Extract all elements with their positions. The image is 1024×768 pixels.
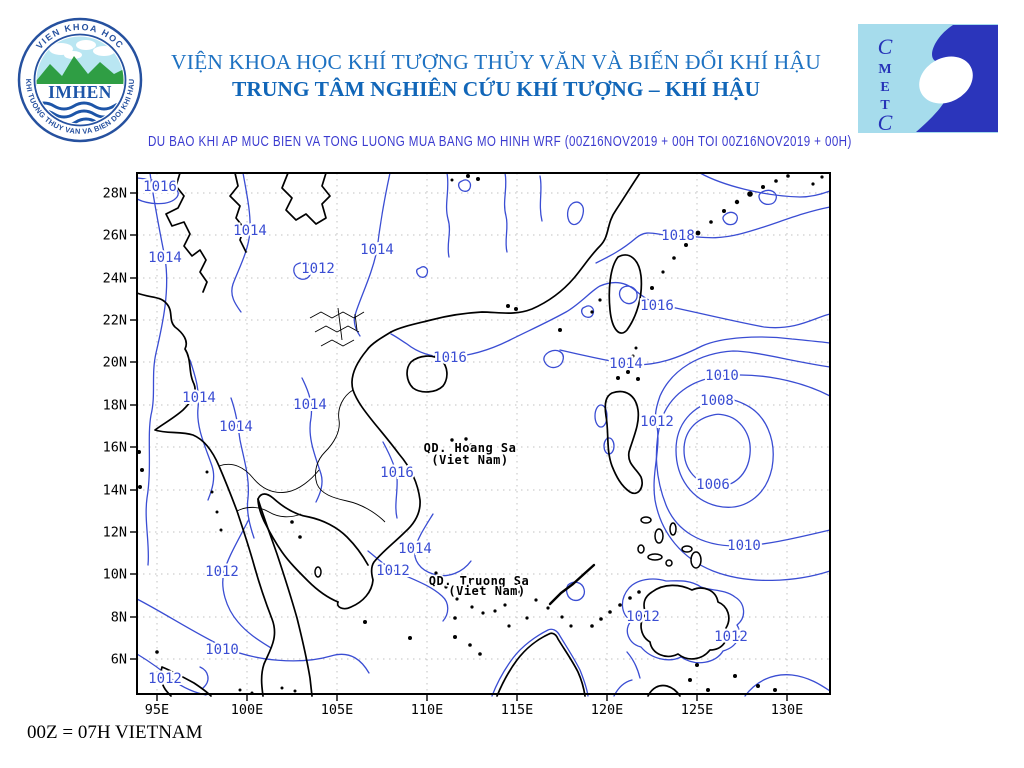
svg-text:T: T bbox=[880, 98, 890, 113]
cmetc-logo: C M E T C bbox=[858, 24, 998, 133]
isobar-label: 1016 bbox=[640, 298, 674, 314]
isobar-label: 1012 bbox=[301, 261, 335, 277]
isobar-label: 1014 bbox=[398, 541, 432, 557]
lon-tick-label: 115E bbox=[501, 702, 534, 718]
isobar-label: 1010 bbox=[727, 538, 761, 554]
isobar-label: 1016 bbox=[143, 179, 177, 195]
isobar-label: 1014 bbox=[182, 390, 216, 406]
island-group-label: (Viet Nam) bbox=[431, 453, 508, 467]
lat-tick-label: 28N bbox=[103, 186, 127, 202]
lat-tick-label: 18N bbox=[103, 398, 127, 414]
svg-text:M: M bbox=[878, 62, 891, 77]
lon-tick-label: 130E bbox=[771, 702, 804, 718]
isobar-label: 1006 bbox=[696, 477, 730, 493]
isobar-label: 1012 bbox=[626, 609, 660, 625]
isobar-label: 1014 bbox=[360, 242, 394, 258]
isobar-label: 1010 bbox=[205, 642, 239, 658]
isobar-label: 1016 bbox=[433, 350, 467, 366]
axis-tick-labels: 95E 100E 105E 110E 115E 120E 125E 130E 28N 26N 24N… bbox=[103, 186, 804, 719]
map-frame bbox=[136, 172, 831, 695]
imhen-logo-wordmark: IMHEN bbox=[48, 82, 112, 102]
lon-tick-label: 125E bbox=[681, 702, 714, 718]
lat-tick-label: 22N bbox=[103, 313, 127, 329]
isobar-label: 1012 bbox=[640, 414, 674, 430]
isobar-label: 1014 bbox=[609, 356, 643, 372]
isobar-label: 1014 bbox=[233, 223, 267, 239]
isobar-label: 1012 bbox=[714, 629, 748, 645]
island-group-label: QD. Hoang Sa bbox=[424, 441, 517, 455]
isobar-label: 1012 bbox=[205, 564, 239, 580]
institute-title: VIỆN KHOA HỌC KHÍ TƯỢNG THỦY VĂN VÀ BIẾN… bbox=[171, 50, 821, 74]
island-group-labels: QD. Hoang Sa(Viet Nam)QD. Truong Sa(Viet… bbox=[422, 440, 530, 600]
lat-tick-label: 26N bbox=[103, 228, 127, 244]
lat-tick-label: 8N bbox=[111, 610, 127, 626]
coastlines bbox=[136, 172, 730, 697]
island-group-label: (Viet Nam) bbox=[448, 584, 525, 598]
isobar-label: 1014 bbox=[148, 250, 182, 266]
isobar-label: 1018 bbox=[661, 228, 695, 244]
isobar-label: 1016 bbox=[380, 465, 414, 481]
center-title: TRUNG TÂM NGHIÊN CỨU KHÍ TƯỢNG – KHÍ HẬU bbox=[232, 77, 760, 101]
svg-text:C: C bbox=[878, 34, 893, 59]
forecast-subtitle-row: DU BAO KHI AP MUC BIEN VA TONG LUONG MUA… bbox=[0, 133, 1000, 151]
lat-tick-label: 12N bbox=[103, 525, 127, 541]
lon-tick-label: 110E bbox=[411, 702, 444, 718]
lat-tick-label: 14N bbox=[103, 483, 127, 499]
isobar-label: 1012 bbox=[376, 563, 410, 579]
svg-text:E: E bbox=[880, 80, 889, 95]
isobar-label: 1014 bbox=[219, 419, 253, 435]
lat-tick-label: 20N bbox=[103, 355, 127, 371]
isobar-contours bbox=[136, 172, 831, 697]
axis-ticks bbox=[130, 192, 788, 701]
forecast-subtitle: DU BAO KHI AP MUC BIEN VA TONG LUONG MUA… bbox=[148, 134, 852, 150]
isobar-label: 1012 bbox=[148, 671, 182, 687]
cmetc-letters: C M E T C bbox=[878, 34, 893, 133]
timezone-note: 00Z = 07H VIETNAM bbox=[27, 722, 203, 743]
isobar-label: 1010 bbox=[705, 368, 739, 384]
svg-text:C: C bbox=[878, 110, 893, 133]
mountains-icon bbox=[36, 56, 124, 86]
small-islands bbox=[137, 174, 824, 695]
isobar-label: 1008 bbox=[700, 393, 734, 409]
lat-tick-label: 10N bbox=[103, 567, 127, 583]
island-group-label: QD. Truong Sa bbox=[429, 574, 529, 588]
isobar-label: 1014 bbox=[293, 397, 327, 413]
lon-tick-label: 105E bbox=[321, 702, 354, 718]
lon-tick-label: 120E bbox=[591, 702, 624, 718]
lat-tick-label: 16N bbox=[103, 440, 127, 456]
lon-tick-label: 100E bbox=[231, 702, 264, 718]
lon-tick-label: 95E bbox=[145, 702, 169, 718]
imhen-logo: IMHEN VIEN KHOA HOC KHI TUONG THUY VAN V… bbox=[17, 17, 143, 143]
lat-tick-label: 24N bbox=[103, 271, 127, 287]
lat-tick-label: 6N bbox=[111, 652, 127, 668]
